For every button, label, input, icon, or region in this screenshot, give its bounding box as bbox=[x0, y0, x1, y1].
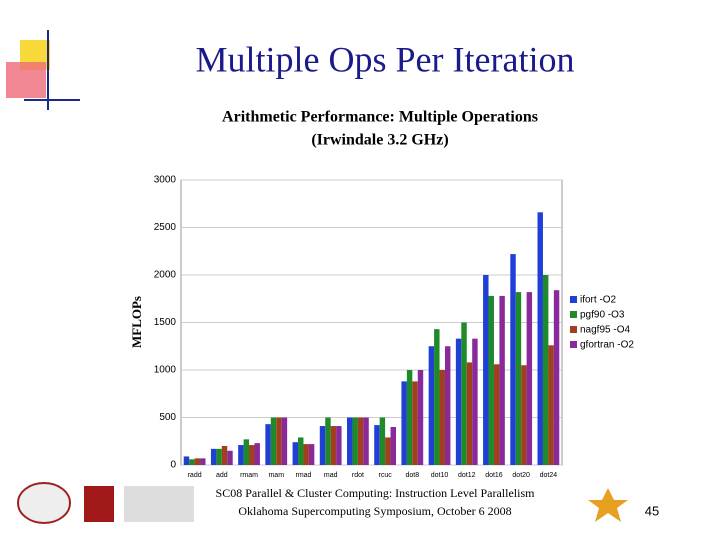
bar bbox=[238, 445, 244, 465]
y-tick-label: 1000 bbox=[154, 365, 177, 376]
bar bbox=[303, 444, 309, 465]
bar bbox=[292, 442, 299, 465]
bar bbox=[542, 275, 549, 465]
x-tick-label: add bbox=[216, 472, 228, 479]
bar bbox=[298, 437, 304, 465]
bar bbox=[510, 254, 516, 465]
y-tick-label: 0 bbox=[170, 460, 176, 471]
bar bbox=[548, 345, 554, 465]
bar bbox=[434, 329, 440, 465]
y-tick-label: 2500 bbox=[154, 222, 177, 233]
bar bbox=[183, 456, 190, 465]
decoration bbox=[6, 62, 46, 98]
y-tick-label: 1500 bbox=[154, 317, 177, 328]
x-tick-label: mad bbox=[324, 472, 338, 479]
bar bbox=[472, 338, 478, 465]
chart-title: (Irwindale 3.2 GHz) bbox=[311, 132, 448, 149]
bar bbox=[254, 443, 260, 465]
bar bbox=[249, 445, 255, 465]
bar bbox=[270, 417, 277, 465]
x-tick-label: dot24 bbox=[540, 472, 558, 479]
bar bbox=[521, 365, 527, 465]
bar bbox=[194, 458, 201, 465]
bar bbox=[488, 295, 494, 465]
bar bbox=[553, 290, 560, 465]
slide-title: Multiple Ops Per Iteration bbox=[196, 39, 575, 79]
legend-swatch bbox=[570, 311, 577, 318]
bar bbox=[390, 427, 396, 465]
bar bbox=[363, 417, 369, 465]
x-tick-label: radd bbox=[188, 472, 202, 479]
logo bbox=[124, 486, 194, 522]
bar bbox=[200, 458, 206, 465]
bar bbox=[347, 417, 353, 465]
bar bbox=[319, 426, 326, 465]
x-tick-label: dot10 bbox=[431, 472, 449, 479]
bar bbox=[515, 292, 522, 465]
x-tick-label: dot12 bbox=[458, 472, 476, 479]
bar bbox=[210, 448, 217, 465]
bar bbox=[406, 370, 413, 465]
bar bbox=[537, 212, 543, 465]
bar bbox=[444, 346, 451, 465]
bar bbox=[401, 381, 407, 465]
bar bbox=[227, 450, 233, 465]
bar bbox=[330, 426, 337, 465]
legend-label: nagf95 -O4 bbox=[580, 325, 630, 336]
legend-label: pgf90 -O3 bbox=[580, 310, 625, 321]
bar bbox=[336, 426, 342, 465]
bar bbox=[352, 417, 358, 465]
bar bbox=[265, 424, 271, 465]
y-tick-label: 3000 bbox=[154, 175, 177, 186]
x-tick-label: rmad bbox=[295, 472, 311, 479]
bar bbox=[483, 275, 489, 465]
bar bbox=[466, 362, 473, 465]
bar bbox=[189, 459, 195, 465]
bar bbox=[428, 346, 435, 465]
logo bbox=[588, 488, 628, 522]
x-tick-label: rdot bbox=[352, 472, 364, 479]
bar bbox=[243, 439, 250, 465]
x-tick-label: dot8 bbox=[406, 472, 420, 479]
bar bbox=[461, 322, 467, 465]
footer: SC08 Parallel & Cluster Computing: Instr… bbox=[216, 486, 536, 500]
legend-label: gfortran -O2 bbox=[580, 340, 634, 351]
bar bbox=[417, 370, 424, 465]
y-tick-label: 2000 bbox=[154, 270, 177, 281]
legend-label: ifort -O2 bbox=[580, 295, 617, 306]
bar bbox=[499, 295, 505, 465]
legend-swatch bbox=[570, 341, 577, 348]
x-tick-label: mam bbox=[268, 472, 284, 479]
bar bbox=[439, 370, 445, 465]
footer: Oklahoma Supercomputing Symposium, Octob… bbox=[238, 504, 511, 518]
bar bbox=[455, 338, 462, 465]
bar bbox=[357, 417, 364, 465]
logo bbox=[84, 486, 114, 522]
x-tick-label: rmam bbox=[240, 472, 258, 479]
y-tick-label: 500 bbox=[159, 412, 176, 423]
x-tick-label: dot20 bbox=[512, 472, 530, 479]
chart-title: Arithmetic Performance: Multiple Operati… bbox=[222, 109, 538, 126]
bar bbox=[308, 444, 315, 465]
bar bbox=[325, 417, 331, 465]
logo bbox=[17, 482, 71, 524]
legend-swatch bbox=[570, 296, 577, 303]
x-tick-label: rcuc bbox=[378, 472, 392, 479]
bar bbox=[276, 417, 282, 465]
bar bbox=[379, 417, 386, 465]
bar bbox=[216, 448, 222, 465]
bar bbox=[221, 446, 228, 465]
bar bbox=[385, 437, 391, 465]
y-axis-label: MFLOPs bbox=[129, 296, 144, 348]
bar bbox=[412, 381, 418, 465]
legend-swatch bbox=[570, 326, 577, 333]
bar bbox=[526, 292, 533, 465]
page-number: 45 bbox=[645, 503, 659, 518]
bar bbox=[374, 425, 380, 465]
x-tick-label: dot16 bbox=[485, 472, 503, 479]
bar bbox=[493, 364, 500, 465]
bar bbox=[281, 417, 288, 465]
